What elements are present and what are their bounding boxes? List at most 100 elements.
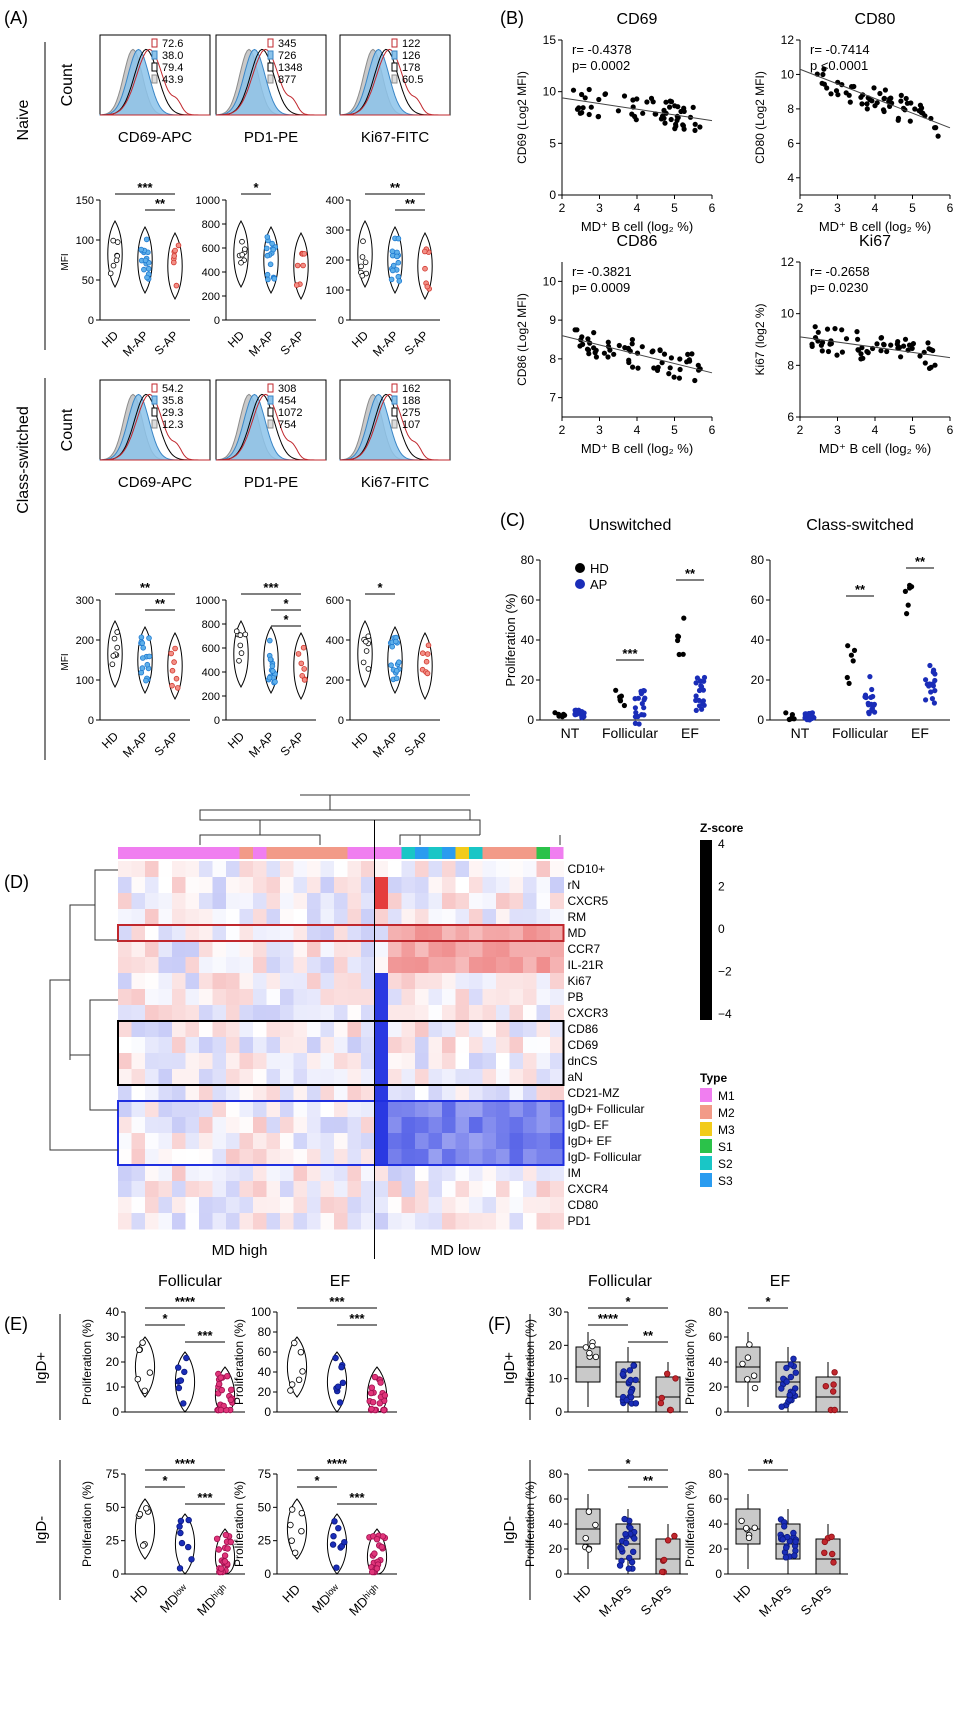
y-tick-label: 400 (326, 635, 344, 647)
y-tick-label: 0 (112, 1567, 119, 1581)
data-point (592, 1353, 600, 1361)
scatter-point (579, 110, 585, 116)
proliferation-point (905, 602, 911, 608)
data-point (329, 1541, 337, 1548)
scatter-point (649, 349, 655, 355)
histogram-legend-swatch (391, 50, 398, 60)
heatmap-cell (415, 957, 429, 974)
scatter-point (659, 360, 665, 366)
data-point (389, 267, 396, 274)
heatmap-cell (509, 1149, 524, 1166)
heatmap-cell (374, 1101, 389, 1118)
data-point (176, 1523, 183, 1530)
proliferation-point (693, 697, 699, 704)
y-tick-label: 200 (202, 291, 220, 303)
heatmap-cell (266, 1037, 281, 1054)
heatmap-cell (172, 1117, 186, 1134)
scatter-point (824, 326, 831, 332)
histogram-legend-swatch (391, 74, 398, 84)
y-tick-label: 0 (264, 1405, 271, 1419)
heatmap-cell (172, 893, 186, 910)
data-point (622, 1539, 630, 1547)
heatmap-cell (226, 861, 240, 878)
panel-label-c: (C) (500, 510, 525, 530)
proliferation-point (698, 684, 705, 690)
scatter-point (827, 341, 833, 347)
histogram-legend-swatch (391, 395, 398, 405)
heatmap-cell (145, 1149, 159, 1166)
heatmap-cell (347, 1165, 362, 1182)
heatmap-row-label: IgD+ Follicular (568, 1102, 645, 1116)
heatmap-cell (239, 1213, 254, 1230)
data-point (139, 1542, 147, 1549)
heatmap-cell (158, 1085, 173, 1102)
heatmap-cell (428, 1197, 443, 1214)
heatmap-cell (523, 1101, 537, 1118)
heatmap-cell (550, 1069, 564, 1086)
heatmap-cell (388, 909, 402, 926)
heatmap-cell (442, 941, 456, 958)
data-point (394, 253, 400, 260)
data-point (381, 1392, 389, 1399)
heatmap-cell (428, 1053, 443, 1070)
scatter-point (821, 66, 827, 72)
y-tick-label: 60 (258, 1345, 272, 1359)
heatmap-cell (455, 1133, 470, 1150)
proliferation-point (632, 720, 639, 727)
significance-stars: ** (643, 1328, 654, 1343)
x-group-label: HD (349, 328, 371, 350)
heatmap-cell (172, 1037, 186, 1054)
heatmap-row-label: IgD+ EF (568, 1134, 612, 1148)
heatmap-cell (388, 861, 402, 878)
heatmap-cell (455, 941, 470, 958)
proliferation-point (932, 688, 938, 694)
x-group-label: S-AP (401, 729, 431, 759)
y-tick-label: 400 (202, 267, 220, 279)
heatmap-cell (496, 861, 510, 878)
heatmap-cell (482, 861, 497, 878)
heatmap-cell (401, 1053, 416, 1070)
heatmap-cell (266, 1149, 281, 1166)
scatter-point (815, 329, 821, 335)
heatmap-cell (118, 925, 132, 942)
heatmap-row-label: CD69 (568, 1038, 599, 1052)
heatmap-cell (253, 941, 267, 958)
type-bar-cell (536, 847, 550, 859)
heatmap-cell (523, 925, 537, 942)
proliferation-point (929, 696, 936, 702)
heatmap-cell (334, 1133, 348, 1150)
data-point (362, 638, 369, 645)
heatmap-cell (496, 893, 510, 910)
scatter-point (616, 342, 622, 349)
data-point (744, 1376, 751, 1383)
heatmap-cell (280, 973, 294, 990)
data-point (287, 1521, 294, 1529)
y-tick-label: 800 (202, 219, 220, 231)
heatmap-cell (496, 1197, 510, 1214)
heatmap-cell (158, 1133, 173, 1150)
heatmap-cell (334, 893, 348, 910)
heatmap-row-label: PB (568, 990, 584, 1004)
panel-c-title: Unswitched (589, 517, 672, 534)
heatmap-cell (158, 1213, 173, 1230)
heatmap-cell (307, 1085, 321, 1102)
heatmap-cell (523, 989, 537, 1006)
histogram-legend-value: 345 (278, 38, 296, 50)
heatmap-cell (428, 1101, 443, 1118)
heatmap-cell (428, 941, 443, 958)
heatmap-cell (266, 1053, 281, 1070)
y-tick-label: 4 (787, 171, 794, 185)
y-tick-label: 20 (549, 1338, 563, 1352)
histogram-legend-swatch (391, 419, 398, 429)
heatmap-cell (415, 1133, 429, 1150)
proliferation-point (641, 697, 647, 703)
heatmap-cell (374, 909, 389, 926)
data-point (625, 1565, 633, 1572)
x-tick-label: 4 (634, 201, 641, 215)
type-bar-cell (320, 847, 334, 859)
scatter-point (671, 374, 677, 380)
group-label: NT (561, 725, 580, 741)
heatmap-cell (293, 877, 308, 894)
box (655, 1538, 681, 1575)
